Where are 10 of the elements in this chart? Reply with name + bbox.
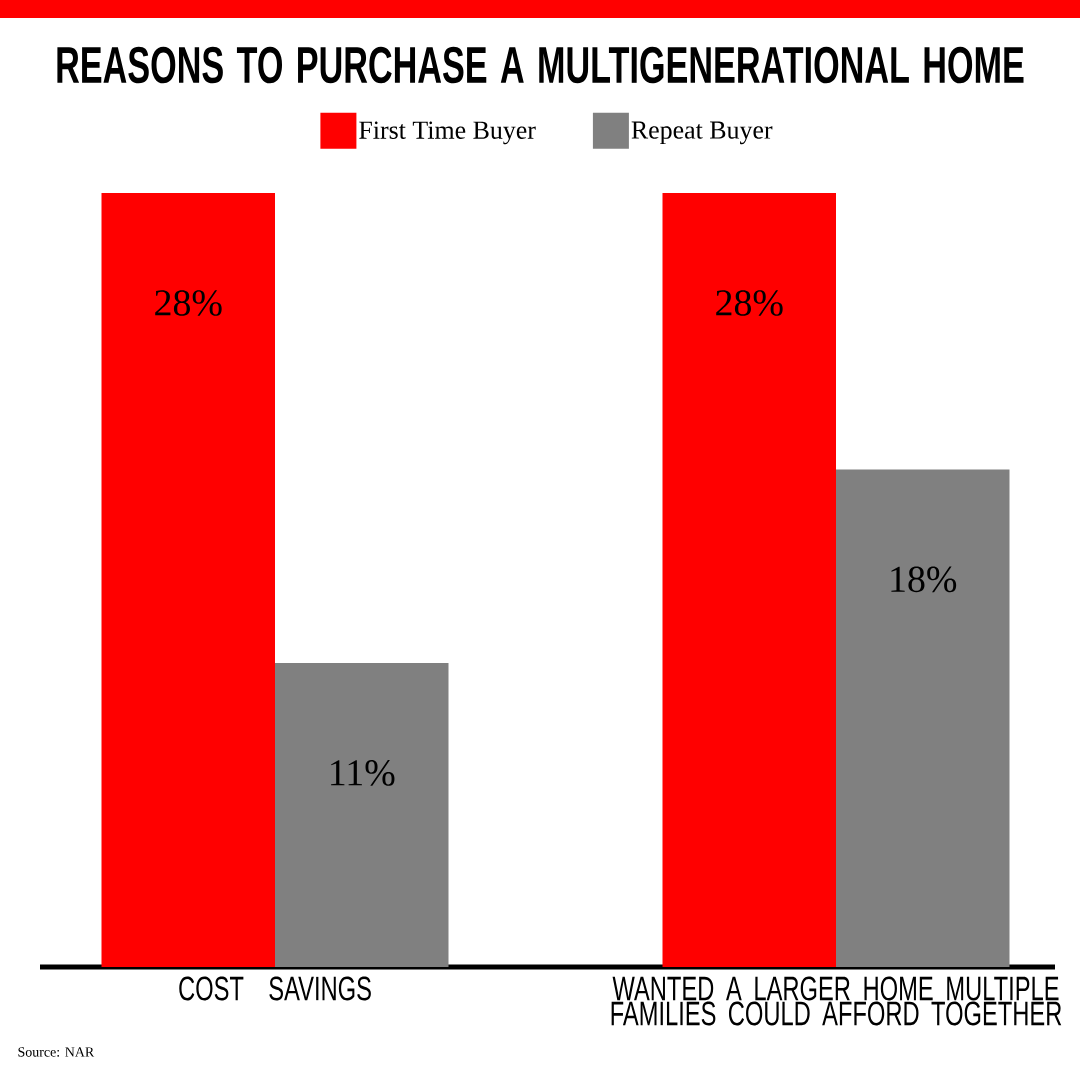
- data-label: 28%: [155, 290, 222, 316]
- data-label: 28%: [716, 290, 783, 316]
- legend-label: First Time Buyer: [359, 121, 536, 145]
- x-tick-label: WANTED A LARGER HOME MULTIPLE FAMILIES COULD AFFORD TOGETHER: [611, 976, 1062, 1026]
- source-note: Source: NAR: [18, 1047, 95, 1057]
- data-label: 18%: [891, 566, 957, 593]
- x-tick-label: COST SAVINGS: [179, 976, 371, 1001]
- legend-label: Repeat Buyer: [631, 121, 773, 145]
- data-label: 11%: [331, 760, 395, 786]
- chart-title: REASONS TO PURCHASE A MULTIGENERATIONAL HOME: [57, 46, 1024, 84]
